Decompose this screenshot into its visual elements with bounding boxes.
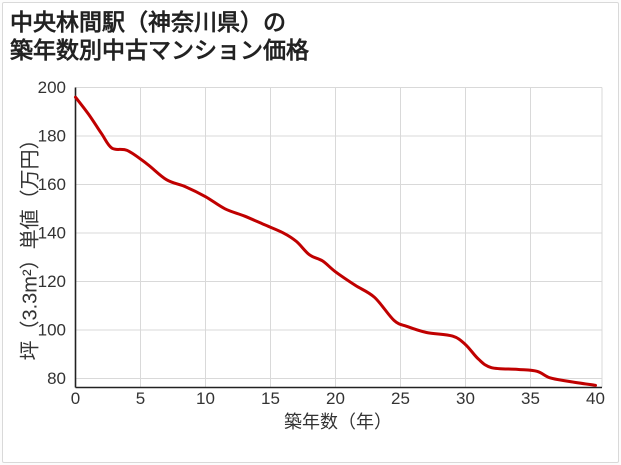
svg-text:40: 40 xyxy=(586,389,605,408)
svg-text:200: 200 xyxy=(38,78,66,97)
svg-text:100: 100 xyxy=(38,321,66,340)
svg-text:80: 80 xyxy=(47,369,66,388)
svg-text:25: 25 xyxy=(391,389,410,408)
svg-text:0: 0 xyxy=(71,389,80,408)
svg-text:140: 140 xyxy=(38,224,66,243)
svg-text:20: 20 xyxy=(326,389,345,408)
svg-text:35: 35 xyxy=(521,389,540,408)
svg-text:築年数（年）: 築年数（年） xyxy=(284,412,392,432)
svg-text:15: 15 xyxy=(261,389,280,408)
svg-text:180: 180 xyxy=(38,127,66,146)
svg-text:30: 30 xyxy=(456,389,475,408)
svg-text:10: 10 xyxy=(196,389,215,408)
svg-text:160: 160 xyxy=(38,175,66,194)
svg-text:120: 120 xyxy=(38,272,66,291)
svg-text:5: 5 xyxy=(136,389,145,408)
